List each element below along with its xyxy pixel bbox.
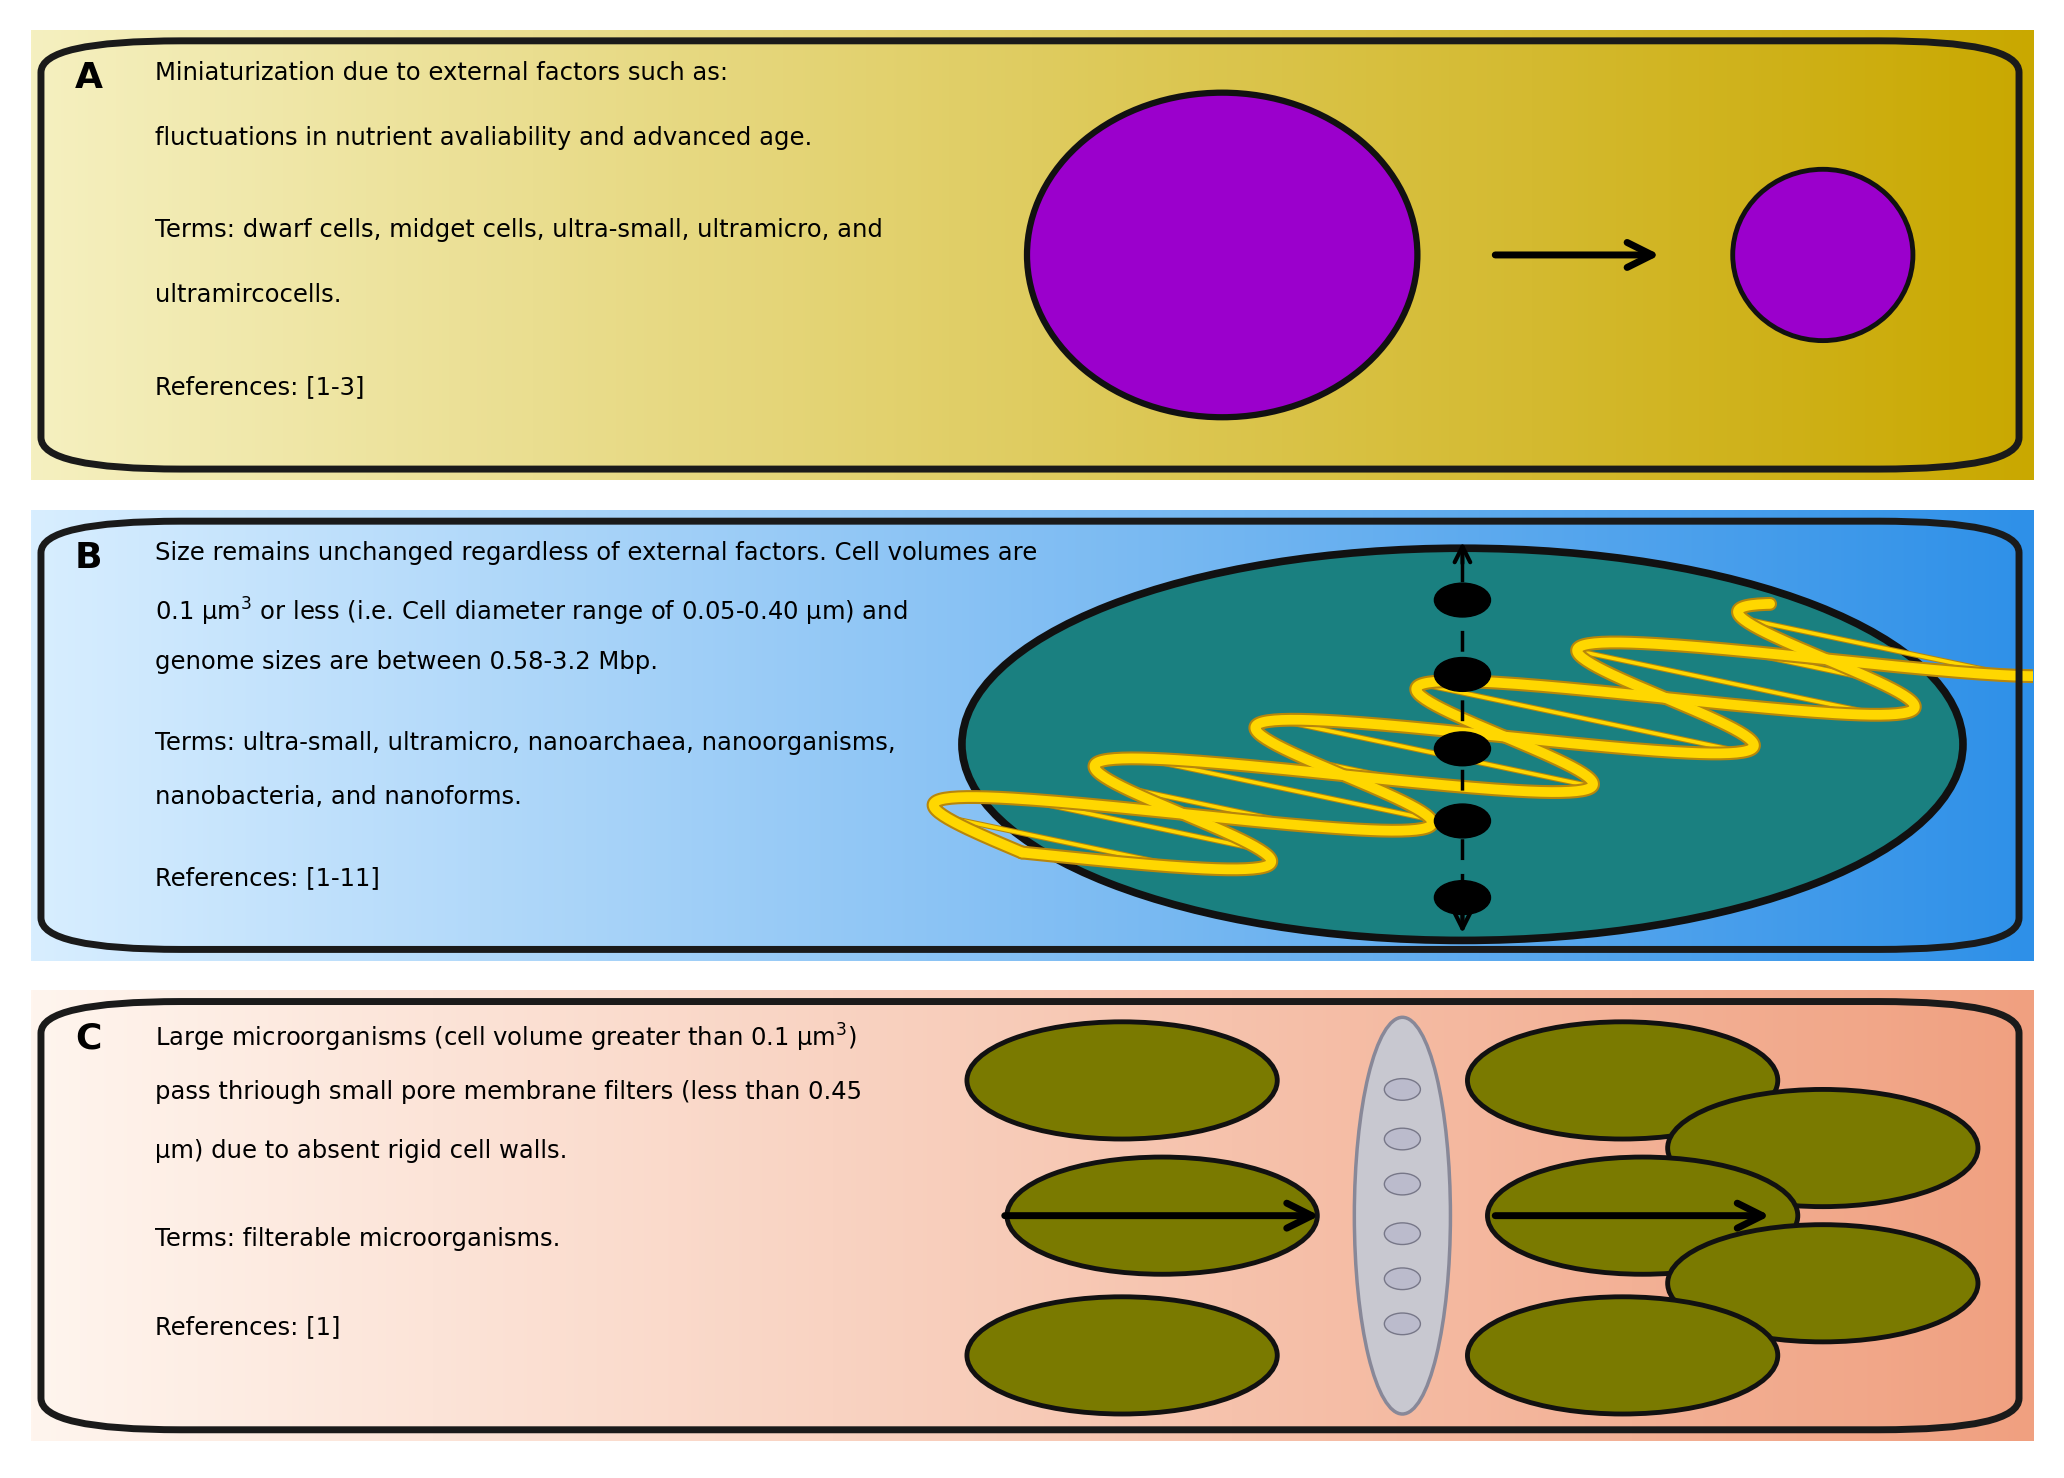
Text: B: B [74, 541, 103, 575]
Ellipse shape [1488, 1157, 1798, 1274]
Text: nanobacteria, and nanoforms.: nanobacteria, and nanoforms. [155, 785, 522, 808]
Text: A: A [74, 61, 103, 95]
Ellipse shape [1007, 1157, 1317, 1274]
Ellipse shape [1434, 881, 1490, 915]
Ellipse shape [1434, 658, 1490, 692]
Text: Large microorganisms (cell volume greater than 0.1 μm$^3$): Large microorganisms (cell volume greate… [155, 1021, 857, 1054]
Text: Miniaturization due to external factors such as:: Miniaturization due to external factors … [155, 61, 729, 86]
Ellipse shape [1385, 1174, 1420, 1194]
Text: References: [1]: References: [1] [155, 1315, 341, 1339]
Text: Terms: filterable microorganisms.: Terms: filterable microorganisms. [155, 1227, 561, 1250]
Text: References: [1-11]: References: [1-11] [155, 866, 380, 890]
Text: Terms: ultra-small, ultramicro, nanoarchaea, nanoorganisms,: Terms: ultra-small, ultramicro, nanoarch… [155, 730, 896, 755]
Ellipse shape [962, 548, 1963, 940]
Text: Size remains unchanged regardless of external factors. Cell volumes are: Size remains unchanged regardless of ext… [155, 541, 1038, 566]
Ellipse shape [1434, 584, 1490, 616]
Ellipse shape [1668, 1225, 1977, 1342]
Text: fluctuations in nutrient avaliability and advanced age.: fluctuations in nutrient avaliability an… [155, 127, 813, 151]
Text: ultramircocells.: ultramircocells. [155, 284, 341, 307]
Ellipse shape [1668, 1089, 1977, 1206]
Ellipse shape [1385, 1079, 1420, 1100]
Text: Terms: dwarf cells, midget cells, ultra-small, ultramicro, and: Terms: dwarf cells, midget cells, ultra-… [155, 217, 883, 242]
Text: pass thriough small pore membrane filters (less than 0.45: pass thriough small pore membrane filter… [155, 1080, 863, 1104]
Ellipse shape [1385, 1312, 1420, 1335]
Ellipse shape [1385, 1222, 1420, 1244]
Text: 0.1 μm$^3$ or less (i.e. Cell diameter range of 0.05-0.40 μm) and: 0.1 μm$^3$ or less (i.e. Cell diameter r… [155, 596, 908, 628]
Text: genome sizes are between 0.58-3.2 Mbp.: genome sizes are between 0.58-3.2 Mbp. [155, 650, 658, 674]
Ellipse shape [1734, 170, 1913, 340]
Ellipse shape [1385, 1268, 1420, 1290]
Ellipse shape [966, 1021, 1278, 1140]
Ellipse shape [1468, 1021, 1777, 1140]
Text: C: C [74, 1021, 101, 1055]
Ellipse shape [1434, 732, 1490, 766]
Ellipse shape [1434, 804, 1490, 838]
Ellipse shape [966, 1296, 1278, 1414]
Text: μm) due to absent rigid cell walls.: μm) due to absent rigid cell walls. [155, 1140, 568, 1163]
Ellipse shape [1354, 1017, 1451, 1414]
Ellipse shape [1385, 1128, 1420, 1150]
Ellipse shape [1468, 1296, 1777, 1414]
Text: References: [1-3]: References: [1-3] [155, 375, 365, 399]
Ellipse shape [1028, 93, 1418, 417]
